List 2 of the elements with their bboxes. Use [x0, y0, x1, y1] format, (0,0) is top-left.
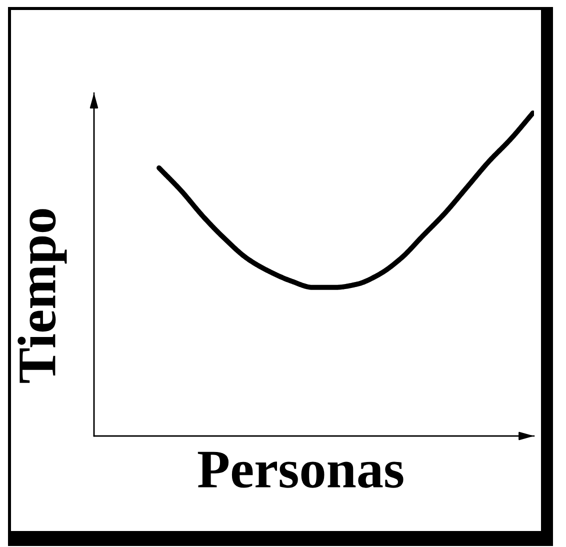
x-axis-title: Personas	[198, 452, 404, 488]
y-axis-title: Tiempo	[18, 209, 67, 383]
